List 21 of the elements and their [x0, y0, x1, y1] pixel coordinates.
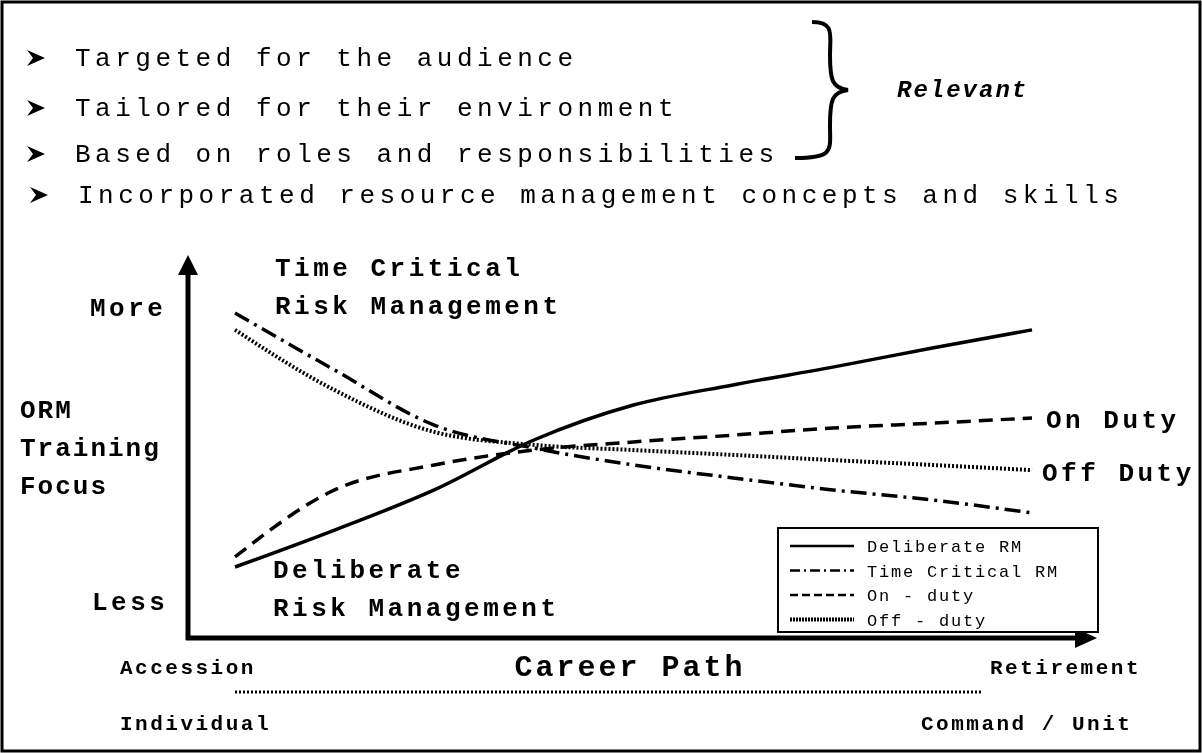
annotation: Deliberate Risk Management	[273, 556, 560, 624]
text: Tailored for their environment	[75, 94, 679, 124]
text: Accession	[120, 657, 256, 680]
legend-label: On - duty	[867, 587, 976, 606]
legend-label: Deliberate RM	[867, 538, 1024, 557]
text: More	[90, 294, 167, 324]
text: Command / Unit	[921, 713, 1133, 736]
y-axis-title: ORM Training Focus	[20, 396, 161, 502]
text: Retirement	[990, 657, 1142, 680]
legend-label: Time Critical RM	[867, 562, 1060, 582]
legend-label: Off - duty	[867, 611, 988, 631]
text: Individual	[120, 713, 272, 736]
annotation: Off Duty	[1042, 459, 1195, 489]
annotation: On Duty	[1046, 406, 1180, 436]
x-axis-title: Career Path	[514, 651, 746, 685]
annotation: Time Critical Risk Management	[275, 254, 562, 322]
text: Based on roles and responsibilities	[75, 140, 779, 170]
text: Incorporated resource management concepts and skills	[78, 181, 1124, 211]
text: Relevant	[897, 77, 1029, 104]
text: Targeted for the audience	[75, 44, 578, 74]
text: Less	[92, 588, 169, 618]
